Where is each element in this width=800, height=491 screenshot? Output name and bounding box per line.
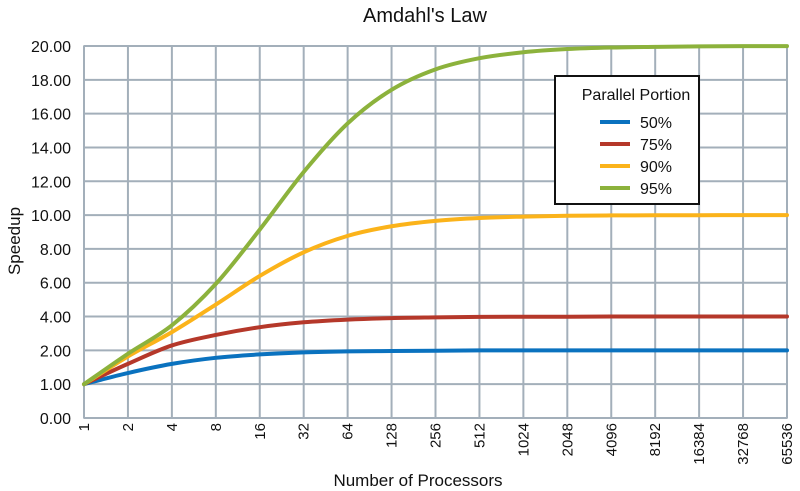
- y-tick-label: 4.00: [40, 310, 71, 327]
- x-tick-label: 512: [471, 423, 488, 448]
- x-tick-label: 16: [252, 423, 269, 440]
- legend: Parallel Portion 50% 75% 90% 95%: [554, 75, 700, 205]
- legend-label-90pct: 90%: [640, 159, 672, 176]
- x-axis-label: Number of Processors: [333, 471, 502, 490]
- x-tick-label: 8: [208, 423, 225, 431]
- x-tick-label: 16384: [691, 423, 708, 465]
- x-tick-label: 64: [340, 423, 357, 440]
- series-lines: [82, 44, 789, 387]
- y-tick-label: 6.00: [40, 276, 71, 293]
- watermark-text: CSDN @疯狂的码泰君: [635, 465, 787, 482]
- y-tick-label: 20.00: [31, 39, 71, 56]
- y-tick-labels: 0.00 1.00 2.00 4.00 6.00 8.00 10.00 12.00 14.00 1…: [31, 39, 71, 428]
- legend-items: 50% 75% 90% 95%: [600, 115, 672, 198]
- x-tick-label: 2: [120, 423, 137, 431]
- y-tick-label: 1.00: [40, 377, 71, 394]
- series-line-90pct: [82, 213, 789, 387]
- y-axis-label: Speedup: [5, 207, 24, 275]
- x-tick-label: 256: [428, 423, 445, 448]
- x-tick-label: 2048: [559, 423, 576, 456]
- x-tick-label: 65536: [779, 423, 796, 465]
- x-tick-labels: 1 2 4 8 16 32 64 128 256 512 1024 2048 4096 8192 16384…: [76, 423, 796, 465]
- series-line-95pct: [82, 44, 789, 387]
- x-tick-label: 32768: [735, 423, 752, 465]
- x-tick-label: 1024: [515, 423, 532, 456]
- y-tick-label: 0.00: [40, 411, 71, 428]
- legend-label-50pct: 50%: [640, 115, 672, 132]
- legend-box: [554, 75, 700, 205]
- y-tick-label: 12.00: [31, 174, 71, 191]
- y-tick-label: 16.00: [31, 107, 71, 124]
- y-tick-label: 18.00: [31, 73, 71, 90]
- legend-label-75pct: 75%: [640, 137, 672, 154]
- legend-label-95pct: 95%: [640, 181, 672, 198]
- x-tick-label: 8192: [647, 423, 664, 456]
- y-tick-label: 10.00: [31, 208, 71, 225]
- series-line-75pct: [82, 314, 789, 387]
- x-tick-label: 32: [296, 423, 313, 440]
- x-tick-label: 128: [384, 423, 401, 448]
- y-tick-label: 8.00: [40, 242, 71, 259]
- y-tick-label: 14.00: [31, 140, 71, 157]
- legend-title: Parallel Portion: [582, 87, 691, 104]
- series-line-50pct: [82, 348, 789, 387]
- x-tick-label: 1: [76, 423, 93, 431]
- chart-title: Amdahl's Law: [363, 5, 487, 27]
- x-tick-label: 4: [164, 423, 181, 431]
- x-tick-label: 4096: [603, 423, 620, 456]
- y-tick-label: 2.00: [40, 343, 71, 360]
